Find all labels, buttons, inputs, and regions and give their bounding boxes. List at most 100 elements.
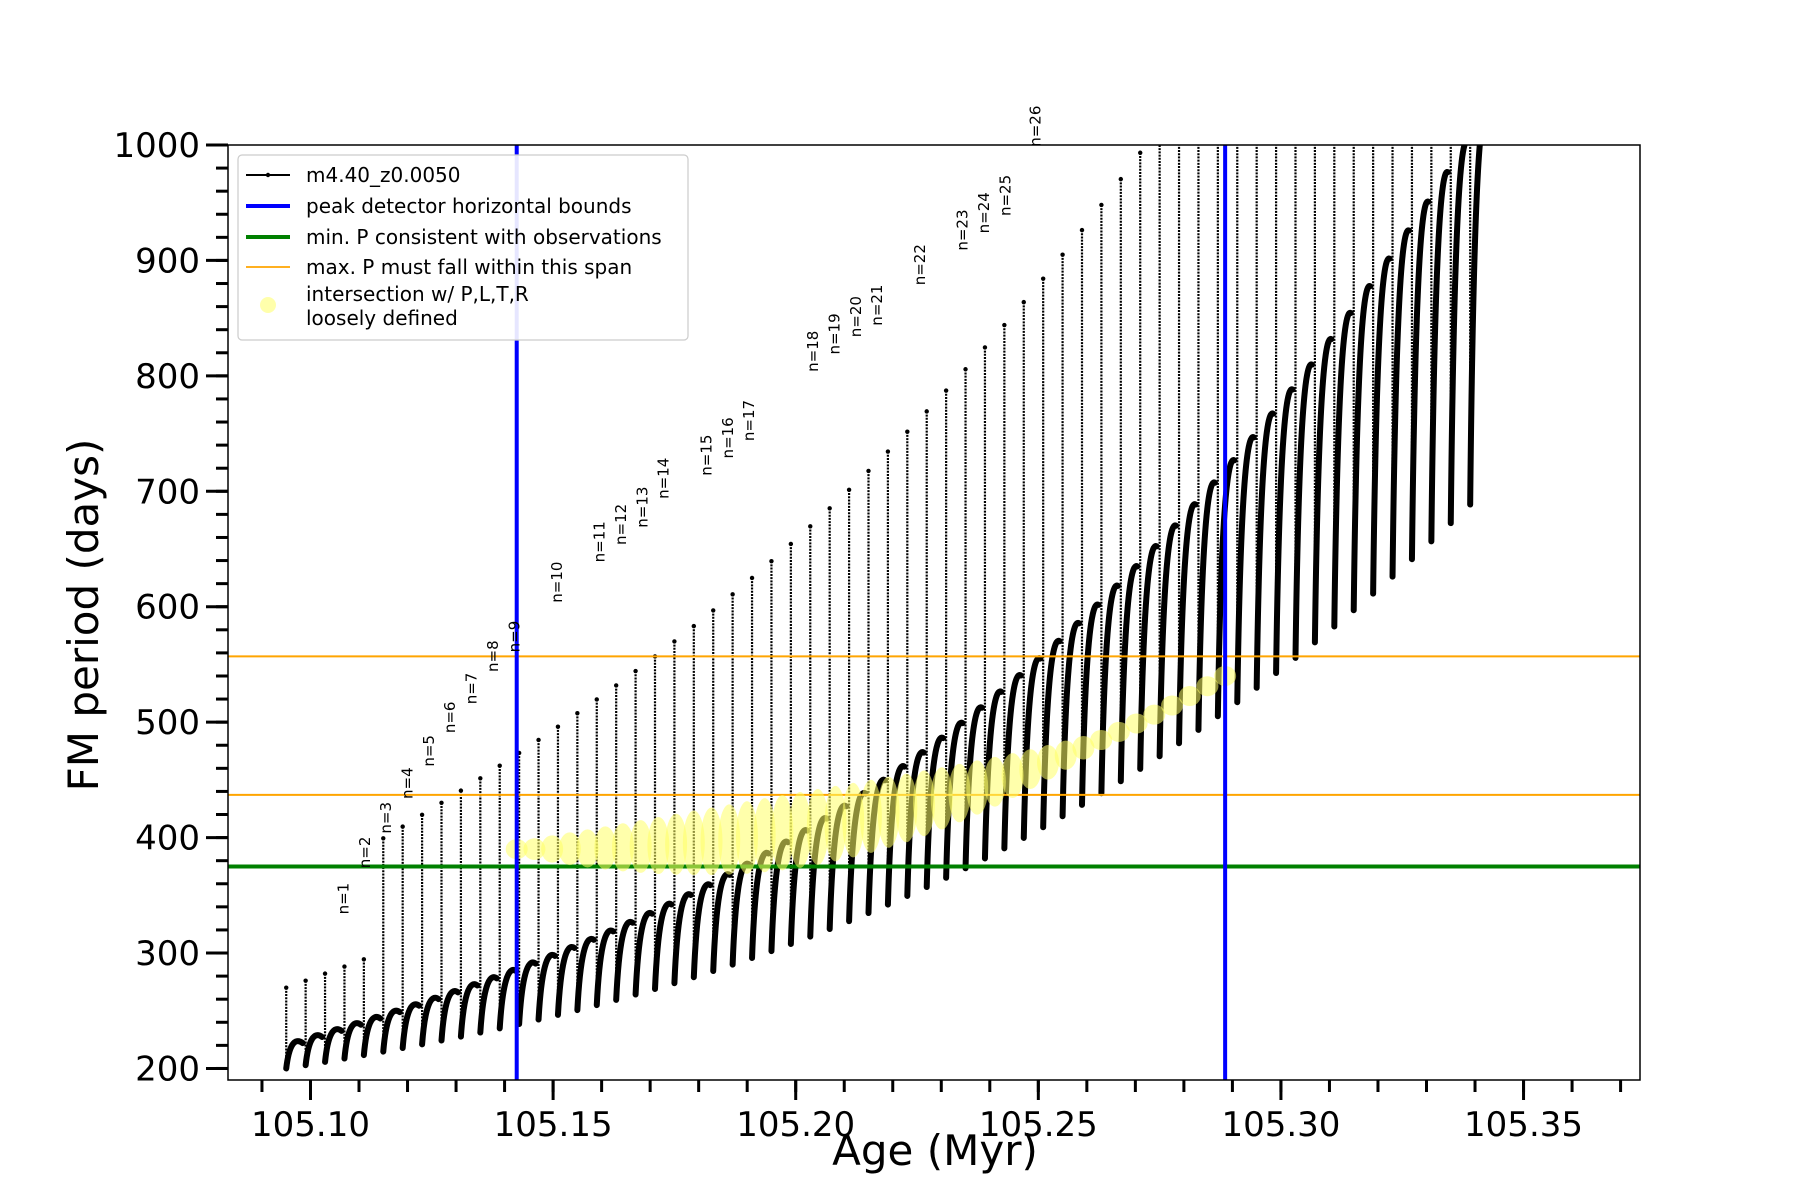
pulse-curve (1389, 227, 1413, 580)
pulse-peak-point (536, 737, 541, 743)
intersection-marker (930, 767, 953, 830)
pulse-peak-point (303, 978, 308, 983)
intersection-marker (1161, 695, 1184, 716)
pulse-curve (729, 860, 753, 968)
pulse-curve (419, 994, 442, 1048)
y-tick-label: 700 (135, 472, 200, 512)
pulse-label: n=9 (505, 621, 523, 653)
intersection-marker (629, 820, 652, 873)
pulse-curve (283, 1038, 306, 1072)
x-tick-label: 105.15 (494, 1105, 613, 1145)
pulse-curve (1001, 672, 1024, 852)
pulse-curve (1137, 543, 1160, 772)
intersection-marker (948, 763, 971, 823)
pulse-peak-point (439, 800, 444, 805)
pulse-label: n=20 (847, 296, 865, 337)
pulse-curve (438, 988, 461, 1044)
pulse-curve (1350, 283, 1374, 614)
pulse-label: n=1 (334, 883, 352, 915)
x-tick-label: 105.10 (251, 1105, 370, 1145)
pulse-labels: n=1n=2n=3n=4n=5n=6n=7n=8n=9n=10n=11 n=12 n… (334, 106, 1044, 915)
intersection-marker (789, 791, 812, 868)
intersection-marker (771, 795, 794, 871)
intersection-marker (1196, 676, 1219, 697)
intersection-marker (877, 776, 900, 848)
intersection-marker (1125, 713, 1148, 734)
pulse-peak-point (361, 957, 367, 962)
intersection-marker (983, 756, 1006, 807)
pulse-peak-point (711, 608, 716, 613)
legend-label: m4.40_z0.0050 (306, 163, 461, 187)
pulse-peak-point (1060, 252, 1065, 257)
pulse-curve (477, 974, 500, 1036)
pulse-curve (1253, 410, 1277, 691)
intersection-marker (700, 807, 723, 876)
pulse-peak-point (866, 468, 871, 474)
pulse-curve (1059, 620, 1083, 820)
pulse-curve (1078, 601, 1102, 808)
pulse-curve (554, 944, 578, 1018)
y-tick-label: 300 (135, 934, 200, 974)
intersection-marker (1001, 753, 1024, 799)
y-axis-title: FM period (days) (59, 439, 108, 792)
intersection-marker (806, 788, 829, 865)
intersection-marker (913, 770, 936, 837)
y-tick-label: 500 (135, 703, 200, 743)
x-axis-title: Age (Myr) (832, 1126, 1038, 1175)
pulse-label: n=16 (719, 417, 737, 458)
intersection-marker (1107, 721, 1130, 742)
pulse-curve (613, 918, 636, 1003)
pulse-label: n=22 (911, 244, 929, 285)
legend-label: intersection w/ P,L,T,R loosely defined (306, 282, 529, 330)
pulse-peak-point (1332, 97, 1336, 101)
pulse-peak-point (924, 409, 929, 414)
pulse-peak-point (1352, 97, 1356, 101)
pulse-curve (671, 891, 694, 987)
pulse-label: n=23 (954, 209, 972, 250)
intersection-marker (966, 760, 989, 815)
pulse-label: n=24 (975, 192, 993, 233)
intersection-marker (611, 823, 634, 872)
intersection-marker (1143, 704, 1166, 725)
axes: 105.10 105.15 105.20 105.25 105.30 105.35 200 3… (113, 126, 1641, 1145)
pulse-peak-point (982, 345, 988, 350)
pulse-curve (516, 959, 539, 1028)
pulse-curve (1156, 522, 1180, 760)
pulse-peak-point (1118, 176, 1124, 182)
intersection-marker (1054, 740, 1077, 770)
pulse-peak-point (342, 964, 347, 969)
pulse-peak-point (963, 367, 968, 372)
pulse-peak-point (1040, 276, 1046, 281)
pulse-curve (360, 1014, 384, 1059)
pulse-peak-point (827, 506, 832, 511)
intersection-marker (1019, 749, 1042, 790)
pulse-curve (593, 927, 617, 1009)
pulse-curve (341, 1020, 364, 1062)
intersection-marker (753, 798, 776, 873)
pulse-label: n=13 (633, 487, 651, 528)
pulse-curve (962, 704, 986, 872)
pulse-label: n=17 (740, 400, 758, 441)
pulse-curve (1195, 479, 1218, 733)
pulse-label: n=21 (868, 285, 886, 326)
pulse-curve (457, 981, 481, 1040)
pulse-label: n=12 (612, 504, 630, 545)
intersection-marker (735, 801, 758, 874)
intersection-marker (594, 826, 617, 870)
legend-handle-marker (265, 172, 271, 178)
intersection-marker (682, 810, 705, 876)
y-tick-label: 800 (135, 357, 200, 397)
pulse-label: n=7 (463, 673, 481, 705)
pulse-curve (1020, 655, 1044, 841)
pulse-peak-point (1410, 97, 1414, 101)
pulse-peak-point (885, 449, 891, 454)
pulse-peak-point (1371, 97, 1375, 101)
y-tick-label: 900 (135, 241, 200, 281)
pulse-peak-point (1468, 97, 1472, 101)
pulse-curve (399, 1001, 423, 1052)
pulse-peak-point (808, 524, 813, 529)
pulse-curve (1176, 501, 1199, 747)
x-tick-label: 105.30 (1221, 1105, 1340, 1145)
pulse-label: n=4 (399, 767, 417, 799)
